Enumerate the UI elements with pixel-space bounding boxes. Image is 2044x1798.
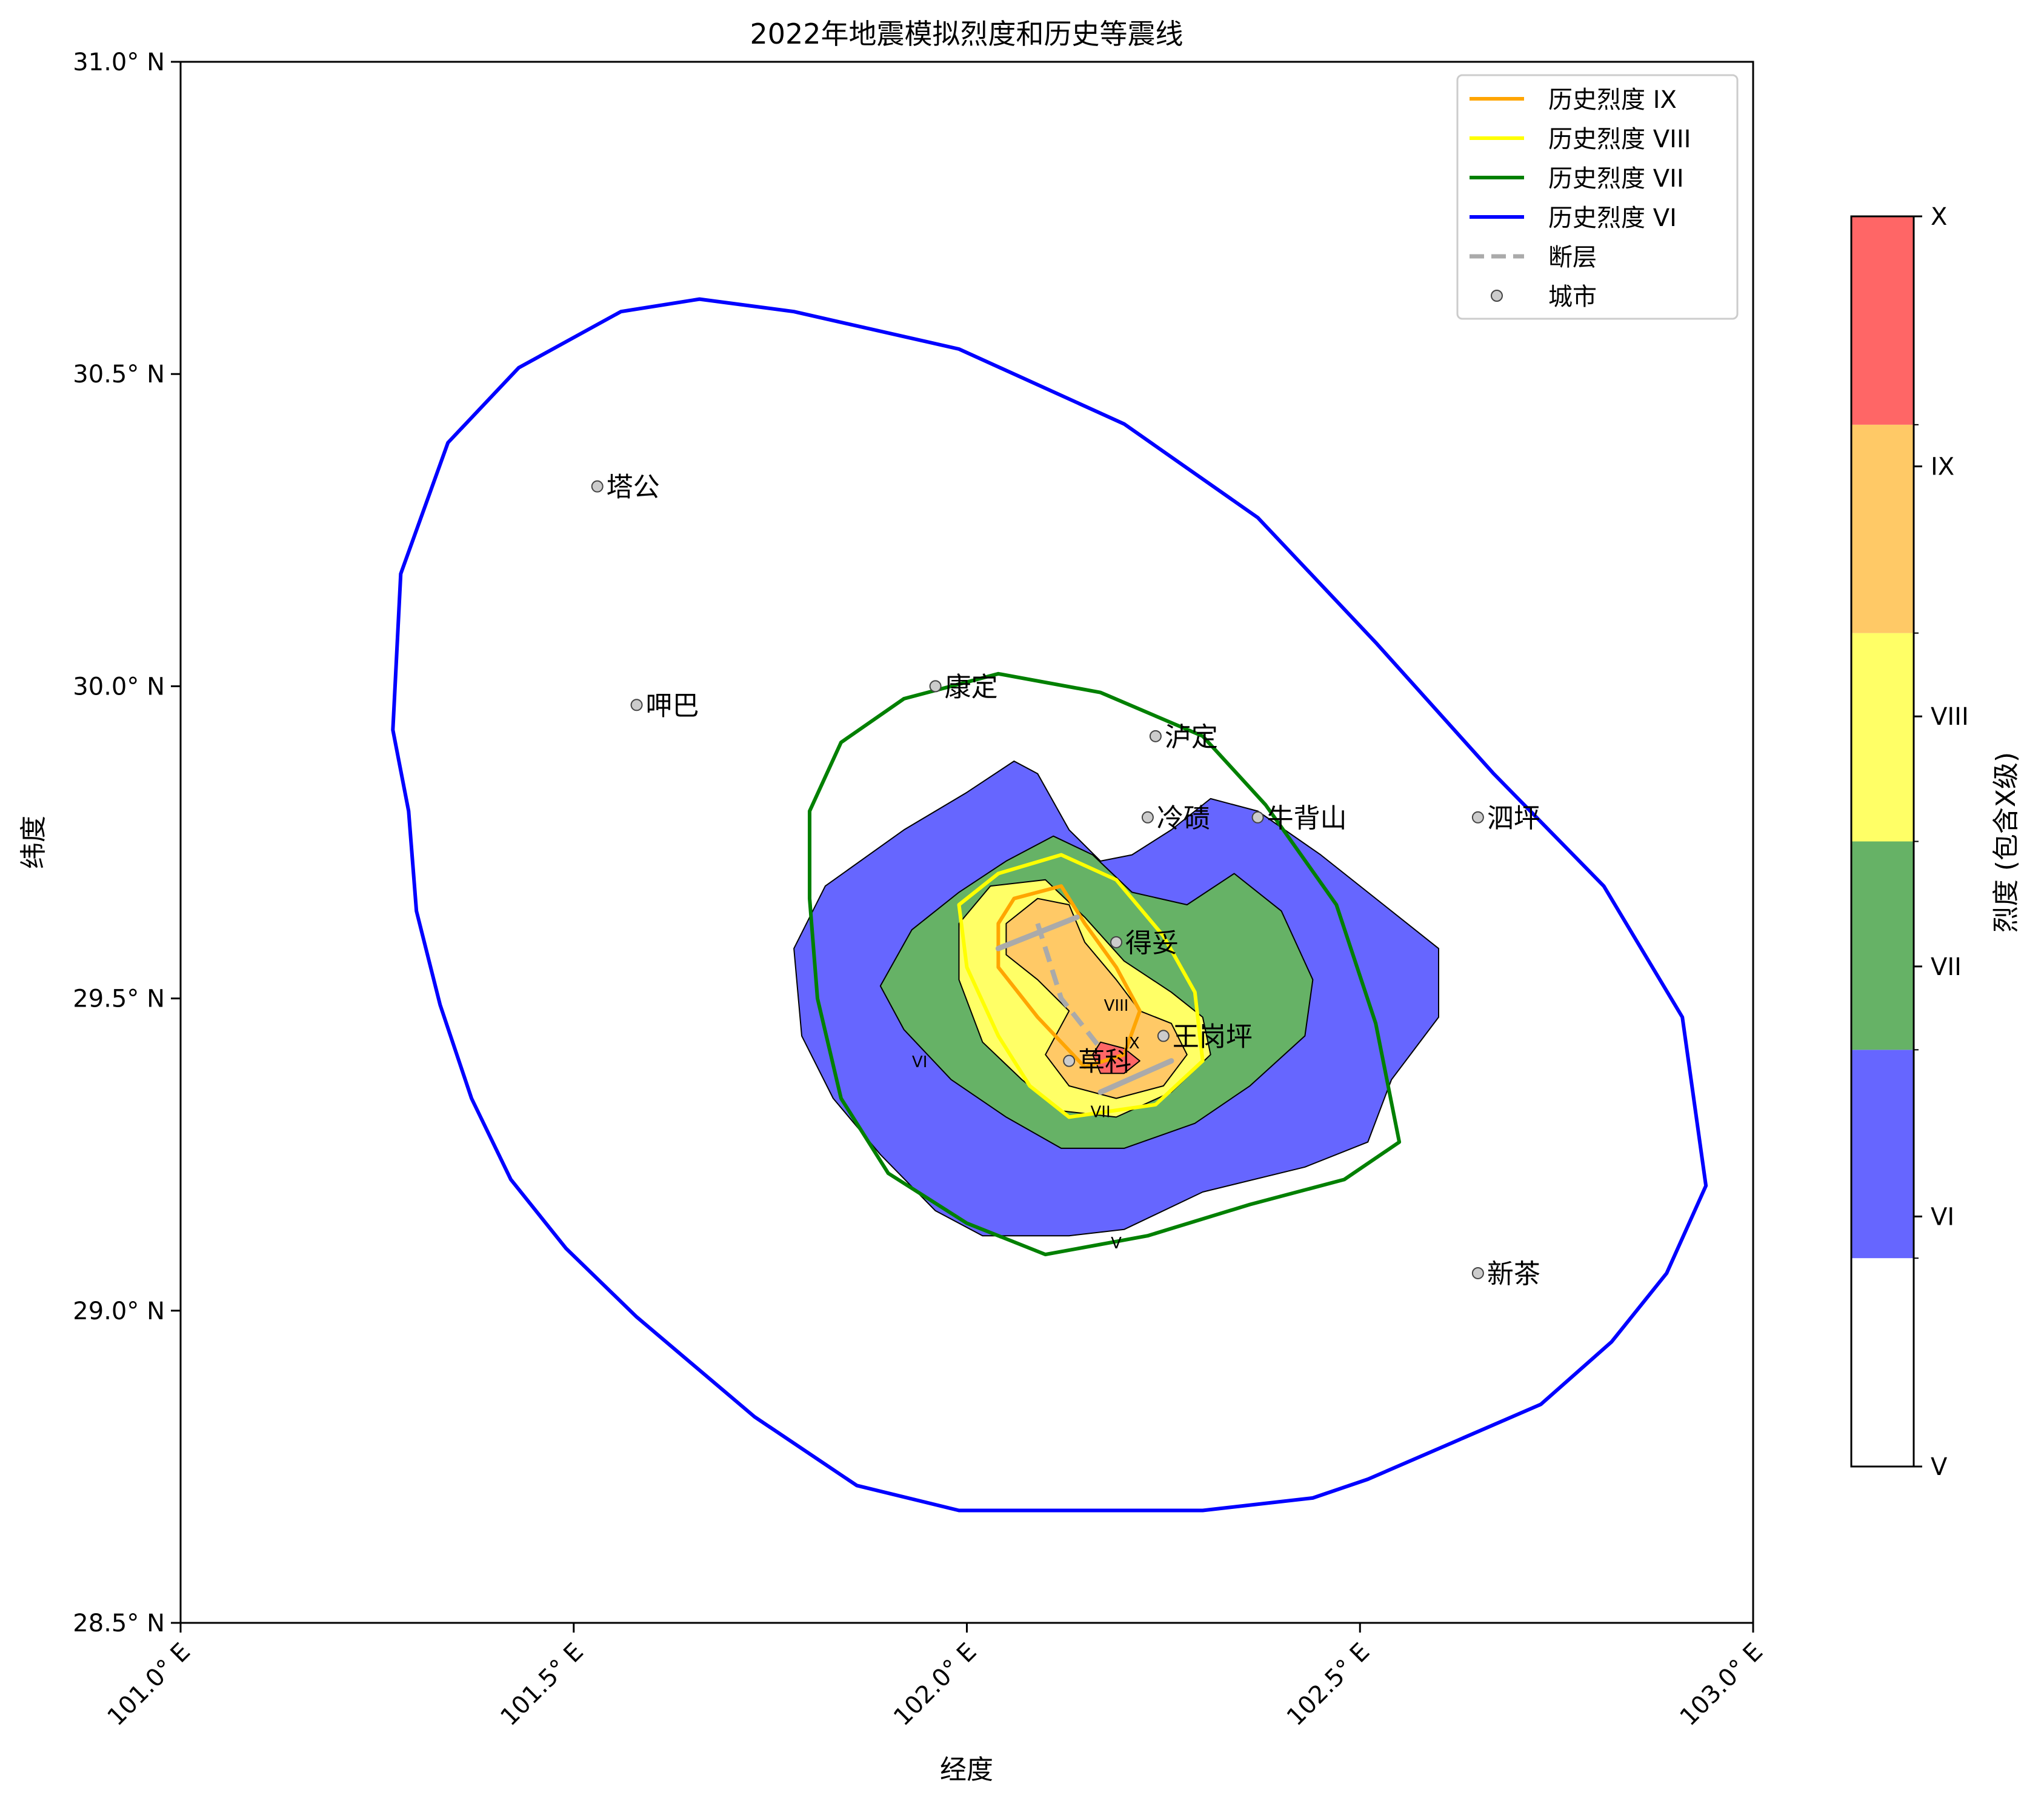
y-tick-label-5: 31.0° N [73, 48, 165, 76]
fault-trace-dashed [1035, 922, 1103, 1050]
city-label-8: 王岗坪 [1173, 1021, 1253, 1052]
city-marker-7 [1110, 936, 1123, 948]
city-label-6: 泗坪 [1487, 803, 1540, 834]
city-label-4: 冷碛 [1157, 803, 1210, 834]
colorbar-label: 烈度 (包含X级) [1991, 752, 2022, 933]
legend-marker-5 [1491, 290, 1503, 302]
city-marker-8 [1157, 1030, 1170, 1042]
city-label-9: 草科 [1078, 1047, 1131, 1077]
colorbar-tick-label-3: VIII [1931, 703, 1969, 731]
isoseismal-line-3 [996, 884, 1142, 1069]
region-label-layer: VIII IX VII VI V [912, 997, 1140, 1253]
y-axis: 28.5° N 29.0° N 29.5° N 30.0° N 30.5° N 31.0°… [73, 48, 181, 1637]
city-marker-10 [1471, 1267, 1484, 1279]
fault-segment-0 [995, 914, 1080, 951]
x-axis-label: 经度 [940, 1754, 993, 1785]
city-marker-6 [1471, 811, 1484, 824]
fault-layer [995, 914, 1174, 1095]
colorbar: V VI VII VIII IX X [1850, 203, 1969, 1481]
isoseismal-line-1 [808, 671, 1402, 1257]
y-tick-label-2: 29.5° N [73, 985, 165, 1013]
legend-label-1: 历史烈度 VIII [1548, 125, 1691, 153]
city-label-2: 康定 [945, 671, 998, 702]
city-label-10: 新茶 [1487, 1259, 1540, 1290]
city-label-0: 塔公 [607, 472, 660, 503]
region-label-2: VII [1091, 1103, 1111, 1121]
city-marker-5 [1251, 811, 1264, 824]
y-axis-label: 纬度 [18, 816, 49, 869]
region-label-3: VI [912, 1053, 927, 1071]
region-label-0: VIII [1104, 997, 1129, 1015]
y-tick-label-4: 30.5° N [73, 361, 165, 388]
legend-label-5: 城市 [1548, 283, 1597, 311]
colorbar-segment-vii [1851, 841, 1914, 1050]
city-label-3: 泸定 [1165, 722, 1218, 753]
colorbar-segment-vi [1851, 1050, 1914, 1259]
city-marker-0 [591, 480, 604, 493]
colorbar-segment-v [1851, 1258, 1914, 1467]
legend-label-4: 断层 [1548, 244, 1597, 271]
isoseismal-line-2 [957, 853, 1205, 1119]
isoseismal-line-0 [391, 297, 1708, 1513]
y-tick-label-3: 30.0° N [73, 673, 165, 701]
colorbar-tick-label-5: X [1931, 203, 1947, 231]
colorbar-tick-label-4: IX [1931, 453, 1954, 481]
y-tick-label-0: 28.5° N [73, 1610, 165, 1637]
historical-isoseismal-layer [391, 297, 1708, 1513]
simulated-intensity-layer [793, 761, 1439, 1237]
city-marker-1 [630, 699, 643, 711]
city-marker-4 [1141, 811, 1154, 824]
city-label-7: 得妥 [1125, 928, 1179, 959]
city-marker-2 [929, 680, 942, 693]
legend-label-2: 历史烈度 VII [1548, 165, 1684, 193]
chart-title: 2022年地震模拟烈度和历史等震线 [750, 18, 1183, 50]
legend-label-3: 历史烈度 VI [1548, 204, 1677, 232]
intensity-region-ix [1005, 897, 1188, 1099]
colorbar-segment-viii [1851, 633, 1914, 842]
legend-label-0: 历史烈度 IX [1548, 86, 1677, 114]
y-tick-label-1: 29.0° N [73, 1297, 165, 1325]
colorbar-segment-ix [1851, 424, 1914, 633]
colorbar-tick-label-1: VI [1931, 1203, 1954, 1231]
fault-segment-1 [1097, 1058, 1174, 1095]
legend-frame [1456, 74, 1739, 320]
region-label-1: IX [1124, 1034, 1139, 1053]
region-label-4: V [1111, 1234, 1122, 1253]
city-marker-9 [1063, 1054, 1076, 1067]
colorbar-tick-label-2: VII [1931, 953, 1962, 981]
city-label-1: 呷巴 [646, 690, 699, 721]
city-marker-3 [1149, 730, 1162, 742]
colorbar-tick-label-0: V [1931, 1453, 1948, 1481]
city-label-5: 牛背山 [1267, 803, 1347, 834]
colorbar-segment-x [1851, 216, 1914, 425]
